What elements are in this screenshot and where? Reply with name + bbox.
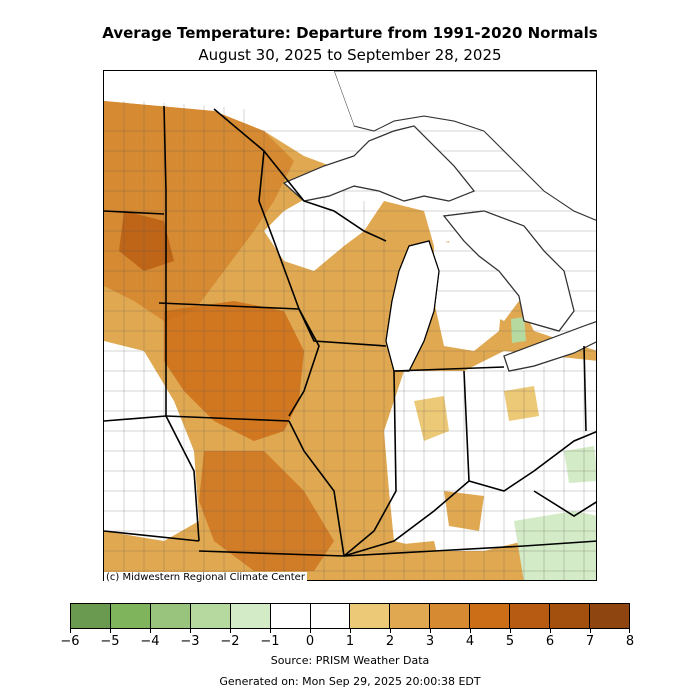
legend-tick-label: 0: [305, 634, 315, 649]
legend-tick: [150, 629, 151, 633]
legend-color-cell: [71, 604, 110, 628]
legend-color-cell: [549, 604, 589, 628]
cool-patch-appalachia: [514, 511, 596, 580]
cool-patch-thumb: [511, 317, 526, 343]
legend-tick-label: −5: [100, 634, 120, 649]
warm-spot-mn: [119, 211, 174, 271]
state-lines: [104, 105, 596, 557]
legend-ticks: −6 −5 −4 −3 −2 −1 0 1 2 3 4 5 6 7 8: [60, 629, 634, 649]
legend-tick: [230, 629, 231, 633]
map-subtitle: August 30, 2025 to September 28, 2025: [198, 46, 502, 64]
legend-tick: [270, 629, 271, 633]
legend-tick-label: 2: [385, 634, 395, 649]
legend-tick-label: 6: [545, 634, 555, 649]
legend-tick: [629, 629, 630, 633]
legend-tick-label: 1: [345, 634, 355, 649]
source-note: Source: PRISM Weather Data: [270, 654, 430, 667]
legend-color-cell: [429, 604, 470, 628]
legend-tick-label: 4: [465, 634, 475, 649]
legend-tick: [70, 629, 71, 633]
legend-tick: [430, 629, 431, 633]
legend-tick: [190, 629, 191, 633]
legend-tick-label: −3: [180, 634, 200, 649]
legend-colorbar: [70, 603, 630, 629]
legend-color-cell: [389, 604, 430, 628]
legend-tick: [590, 629, 591, 633]
legend-color-cell: [588, 604, 629, 628]
tan-patch-2: [504, 386, 539, 421]
map-title: Average Temperature: Departure from 1991…: [102, 24, 598, 42]
legend-tick-label: −4: [140, 634, 160, 649]
legend-tick: [390, 629, 391, 633]
temperature-map-svg: [104, 71, 596, 580]
cool-patch-ohio: [564, 446, 596, 483]
tan-patch-1: [414, 396, 449, 441]
neutral-area-lmich-east: [434, 241, 504, 351]
legend-tick: [550, 629, 551, 633]
legend-color-cell: [189, 604, 230, 628]
map-credit: (c) Midwestern Regional Climate Center: [104, 572, 307, 584]
legend-tick: [310, 629, 311, 633]
legend-color-cell: [109, 604, 150, 628]
legend-tick: [350, 629, 351, 633]
legend-tick-label: 7: [585, 634, 595, 649]
legend-tick-label: 3: [425, 634, 435, 649]
legend-color-cell: [309, 604, 350, 628]
legend-color-cell: [469, 604, 510, 628]
legend-color-cell: [349, 604, 390, 628]
legend-tick-label: 8: [625, 634, 635, 649]
legend-tick: [470, 629, 471, 633]
generated-timestamp: Generated on: Mon Sep 29, 2025 20:00:38 …: [219, 675, 481, 688]
legend-color-cell: [509, 604, 550, 628]
legend-tick-label: 5: [505, 634, 515, 649]
legend-tick-label: −1: [260, 634, 280, 649]
map-area: [103, 70, 597, 581]
legend-tick-label: −6: [60, 634, 80, 649]
legend-tick-label: −2: [220, 634, 240, 649]
legend-color-cell: [149, 604, 190, 628]
legend-color-cell: [269, 604, 310, 628]
legend-color-cell: [229, 604, 270, 628]
legend-tick: [110, 629, 111, 633]
legend-tick: [510, 629, 511, 633]
